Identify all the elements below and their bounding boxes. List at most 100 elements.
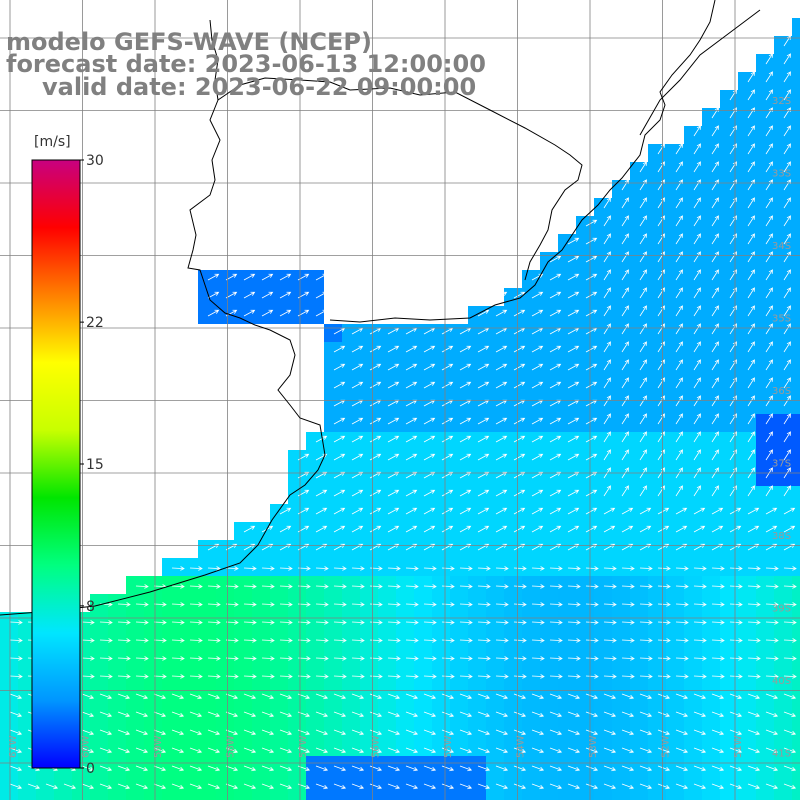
longitude-label: 60W [81, 735, 92, 758]
wind-speed-cell [144, 774, 162, 792]
wind-arrow-icon [513, 291, 526, 299]
wind-speed-cell [108, 594, 126, 612]
wind-speed-cell [558, 612, 576, 630]
wind-speed-cell [18, 774, 36, 792]
wind-arrow-icon [675, 377, 683, 389]
colorbar-tick-label: 30 [86, 153, 104, 169]
wind-arrow-icon [441, 620, 455, 625]
wind-arrow-icon [243, 309, 256, 317]
wind-speed-cell [630, 360, 648, 378]
wind-arrow-icon [423, 381, 436, 389]
wind-speed-cell [342, 414, 360, 432]
wind-arrow-icon [9, 638, 23, 643]
wind-arrow-icon [117, 620, 131, 625]
wind-speed-cell [684, 342, 702, 360]
wind-speed-cell [522, 792, 540, 800]
wind-arrow-icon [549, 674, 563, 679]
wind-arrow-icon [315, 620, 329, 625]
wind-arrow-icon [387, 417, 400, 425]
wind-arrow-icon [279, 620, 293, 625]
wind-arrow-icon [531, 291, 544, 299]
wind-speed-cell [432, 774, 450, 792]
wind-speed-cell [90, 630, 108, 648]
wind-speed-cell [648, 396, 666, 414]
wind-speed-cell [684, 540, 702, 558]
wind-arrow-icon [621, 656, 635, 661]
wind-arrow-icon [639, 566, 653, 571]
wind-arrow-icon [639, 413, 647, 425]
wind-speed-cell [522, 594, 540, 612]
wind-arrow-icon [693, 233, 701, 245]
wind-speed-cell [468, 342, 486, 360]
wind-speed-cell [144, 612, 162, 630]
wind-arrow-icon [585, 729, 599, 736]
wind-arrow-icon [243, 693, 257, 700]
wind-speed-cell [576, 576, 594, 594]
wind-speed-cell [666, 252, 684, 270]
wind-speed-cell [270, 630, 288, 648]
wind-arrow-icon [261, 309, 274, 317]
wind-speed-cell [468, 396, 486, 414]
wind-arrow-icon [99, 729, 113, 736]
wind-speed-cell [558, 648, 576, 666]
wind-speed-cell [0, 774, 18, 792]
wind-speed-cell [234, 684, 252, 702]
wind-arrow-icon [315, 584, 329, 589]
wind-speed-cell [450, 540, 468, 558]
wind-speed-cell [324, 756, 342, 774]
wind-speed-cell [396, 684, 414, 702]
wind-arrow-icon [585, 747, 599, 754]
wind-speed-cell [450, 504, 468, 522]
wind-speed-cell [666, 324, 684, 342]
wind-speed-cell [720, 684, 738, 702]
wind-arrow-icon [45, 783, 59, 790]
wind-speed-cell [558, 792, 576, 800]
wind-arrow-icon [81, 674, 95, 679]
wind-arrow-icon [603, 251, 611, 263]
wind-arrow-icon [567, 620, 581, 625]
wind-arrow-icon [495, 783, 509, 790]
wind-speed-cell [558, 432, 576, 450]
wind-speed-cell [306, 288, 324, 306]
wind-arrow-icon [729, 485, 737, 497]
wind-speed-cell [0, 702, 18, 720]
wind-speed-cell [756, 126, 774, 144]
wind-arrow-icon [243, 674, 257, 679]
wind-arrow-icon [261, 584, 275, 589]
wind-speed-cell [522, 468, 540, 486]
wind-arrow-icon [351, 584, 365, 589]
wind-arrow-icon [423, 765, 437, 772]
wind-arrow-icon [459, 363, 472, 371]
wind-arrow-icon [747, 783, 761, 790]
wind-arrow-icon [621, 269, 629, 281]
wind-speed-cell [396, 594, 414, 612]
wind-arrow-icon [621, 584, 635, 589]
wind-speed-cell [774, 684, 792, 702]
wind-arrow-icon [585, 711, 599, 718]
wind-speed-cell [648, 702, 666, 720]
wind-speed-cell [792, 738, 800, 756]
wind-speed-cell [90, 774, 108, 792]
wind-speed-cell [486, 450, 504, 468]
wind-speed-cell [684, 648, 702, 666]
wind-arrow-icon [549, 711, 563, 718]
wind-speed-cell [234, 558, 252, 576]
wind-arrow-icon [675, 287, 683, 299]
wind-arrow-icon [729, 602, 743, 607]
wind-speed-cell [378, 432, 396, 450]
wind-arrow-icon [351, 620, 365, 625]
wind-arrow-icon [567, 309, 580, 317]
wind-speed-cell [108, 702, 126, 720]
longitude-label: 53W [588, 735, 599, 758]
wind-speed-cell [594, 486, 612, 504]
wind-arrow-icon [441, 489, 454, 497]
wind-speed-cell [576, 396, 594, 414]
wind-speed-cell [558, 450, 576, 468]
wind-speed-cell [738, 234, 756, 252]
wind-speed-cell [360, 684, 378, 702]
wind-speed-cell [612, 468, 630, 486]
wind-arrow-icon [711, 431, 719, 443]
wind-speed-cell [324, 450, 342, 468]
wind-arrow-icon [459, 674, 473, 679]
